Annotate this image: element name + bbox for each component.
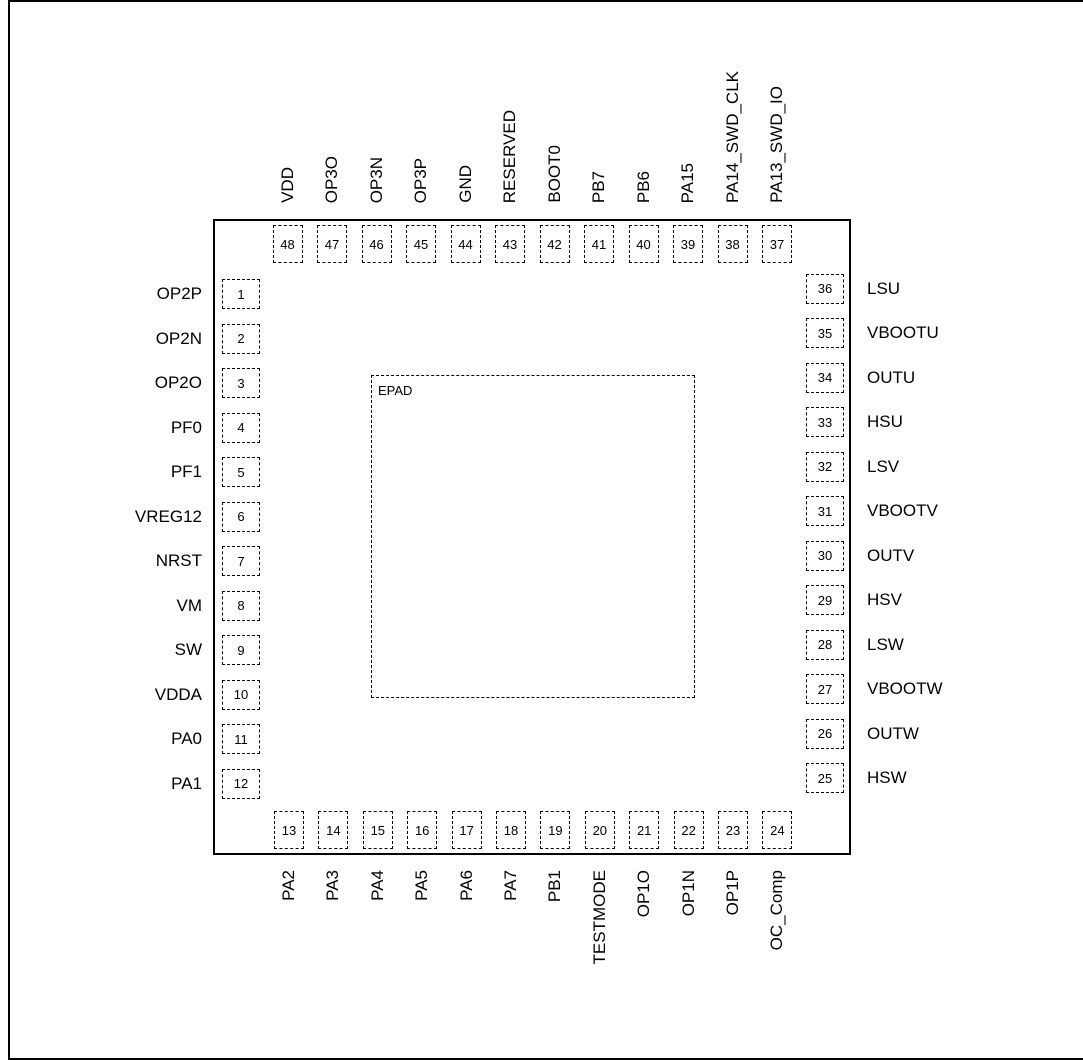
pin-label: PA2	[279, 870, 298, 901]
pin-label: PB1	[545, 870, 565, 903]
pin-pad: 35	[806, 318, 844, 348]
pin-pad: 17	[451, 811, 482, 849]
pin-label: OP3P	[411, 157, 430, 203]
pin-pad: 42	[539, 225, 570, 263]
pin-label: VDD	[277, 167, 297, 203]
pin-pad: 7	[222, 546, 260, 576]
pin-label: NRST	[155, 551, 202, 570]
exposed-pad: EPAD	[371, 375, 695, 698]
pin-label: PB7	[589, 170, 608, 203]
pin-pad: 44	[450, 225, 481, 263]
pin-pad: 5	[222, 457, 260, 487]
pin-pad: 45	[406, 225, 436, 263]
pin-pad: 23	[718, 811, 748, 849]
pin-pad: 46	[361, 225, 392, 263]
pin-pad: 10	[222, 679, 260, 710]
pin-pad: 27	[806, 674, 844, 704]
pin-label: LSU	[867, 278, 901, 298]
pin-label: LSW	[867, 634, 904, 654]
pin-pad: 11	[222, 724, 260, 754]
pin-pad: 2	[222, 323, 260, 354]
pin-label: PA3	[323, 870, 343, 901]
pin-label: HSW	[867, 768, 907, 787]
pin-label: OP2P	[156, 284, 202, 303]
pin-label: PF0	[170, 417, 202, 437]
pin-label: OP3O	[322, 155, 341, 203]
pin-label: VBOOTW	[867, 679, 943, 698]
pin-label: PF1	[170, 462, 202, 481]
pin-pad: 1	[222, 279, 260, 309]
pin-pad: 20	[584, 811, 615, 849]
pin-label: SW	[174, 640, 202, 659]
pin-pad: 13	[274, 811, 304, 849]
ic-package-body	[213, 219, 851, 855]
pin-pad: 29	[806, 585, 844, 615]
pin-pad: 24	[762, 811, 793, 849]
pin-label: GND	[455, 165, 475, 203]
pin-label: RESERVED	[500, 109, 519, 203]
pin-pad: 9	[222, 635, 260, 665]
pin-pad: 34	[806, 362, 844, 393]
pin-pad: 41	[584, 225, 614, 263]
pin-pad: 47	[317, 225, 347, 263]
pin-pad: 6	[222, 501, 260, 532]
pin-label: PA4	[367, 870, 387, 901]
pin-pad: 38	[717, 225, 748, 263]
pin-label: VREG12	[134, 506, 202, 526]
pin-label: PA5	[412, 870, 432, 901]
pin-label: LSV	[867, 456, 900, 476]
pin-pad: 3	[222, 368, 260, 398]
pin-label: OC_Comp	[767, 870, 787, 951]
pin-label: PA7	[501, 870, 520, 901]
pin-label: PA14_SWD_CLK	[722, 71, 742, 203]
pin-label: OUTU	[867, 367, 916, 387]
pin-label: OP2N	[155, 328, 202, 348]
pin-pad: 18	[496, 811, 526, 849]
pin-pad: 8	[222, 590, 260, 621]
pin-pad: 25	[806, 763, 844, 793]
pin-label: PA0	[171, 729, 202, 748]
pin-pad: 33	[806, 407, 844, 437]
pin-label: OUTV	[867, 545, 915, 565]
pin-pad: 14	[318, 811, 349, 849]
pin-pad: 16	[407, 811, 438, 849]
pin-label: VBOOTV	[867, 501, 938, 520]
pin-label: PA13_SWD_IO	[767, 86, 786, 203]
pin-pad: 39	[673, 225, 703, 263]
pin-label: HSV	[867, 590, 902, 609]
pin-pad: 48	[272, 225, 303, 263]
pin-label: VBOOTU	[867, 323, 939, 342]
pin-pad: 19	[540, 811, 571, 849]
pin-pad: 21	[629, 811, 660, 849]
pin-label: VDDA	[154, 684, 202, 704]
pin-label: OP1N	[678, 870, 698, 917]
pin-label: BOOT0	[544, 145, 564, 203]
pin-pad: 15	[362, 811, 393, 849]
epad-label: EPAD	[378, 383, 413, 398]
pin-pad: 31	[806, 496, 844, 526]
pin-label: OP1P	[723, 870, 742, 916]
pin-pad: 40	[628, 225, 659, 263]
pin-label: OUTW	[867, 723, 919, 743]
pin-label: TESTMODE	[589, 870, 609, 965]
pin-pad: 37	[762, 225, 792, 263]
pin-pad: 43	[495, 225, 525, 263]
pin-label: PA6	[456, 870, 476, 901]
pin-label: OP2O	[154, 373, 202, 392]
pin-pad: 22	[673, 811, 704, 849]
pin-pad: 36	[806, 273, 844, 304]
pin-pad: 30	[806, 540, 844, 571]
pin-label: PA1	[171, 773, 202, 793]
pin-label: PB6	[633, 170, 653, 203]
pin-pad: 32	[806, 451, 844, 482]
pin-label: VM	[176, 595, 203, 615]
pin-pad: 26	[806, 718, 844, 749]
pin-label: OP1O	[634, 870, 654, 918]
pin-pad: 4	[222, 412, 260, 443]
pin-label: OP3N	[366, 156, 386, 203]
pin-label: PA15	[678, 162, 697, 203]
pin-pad: 12	[222, 768, 260, 799]
pin-pad: 28	[806, 629, 844, 660]
pin-label: HSU	[867, 412, 903, 431]
